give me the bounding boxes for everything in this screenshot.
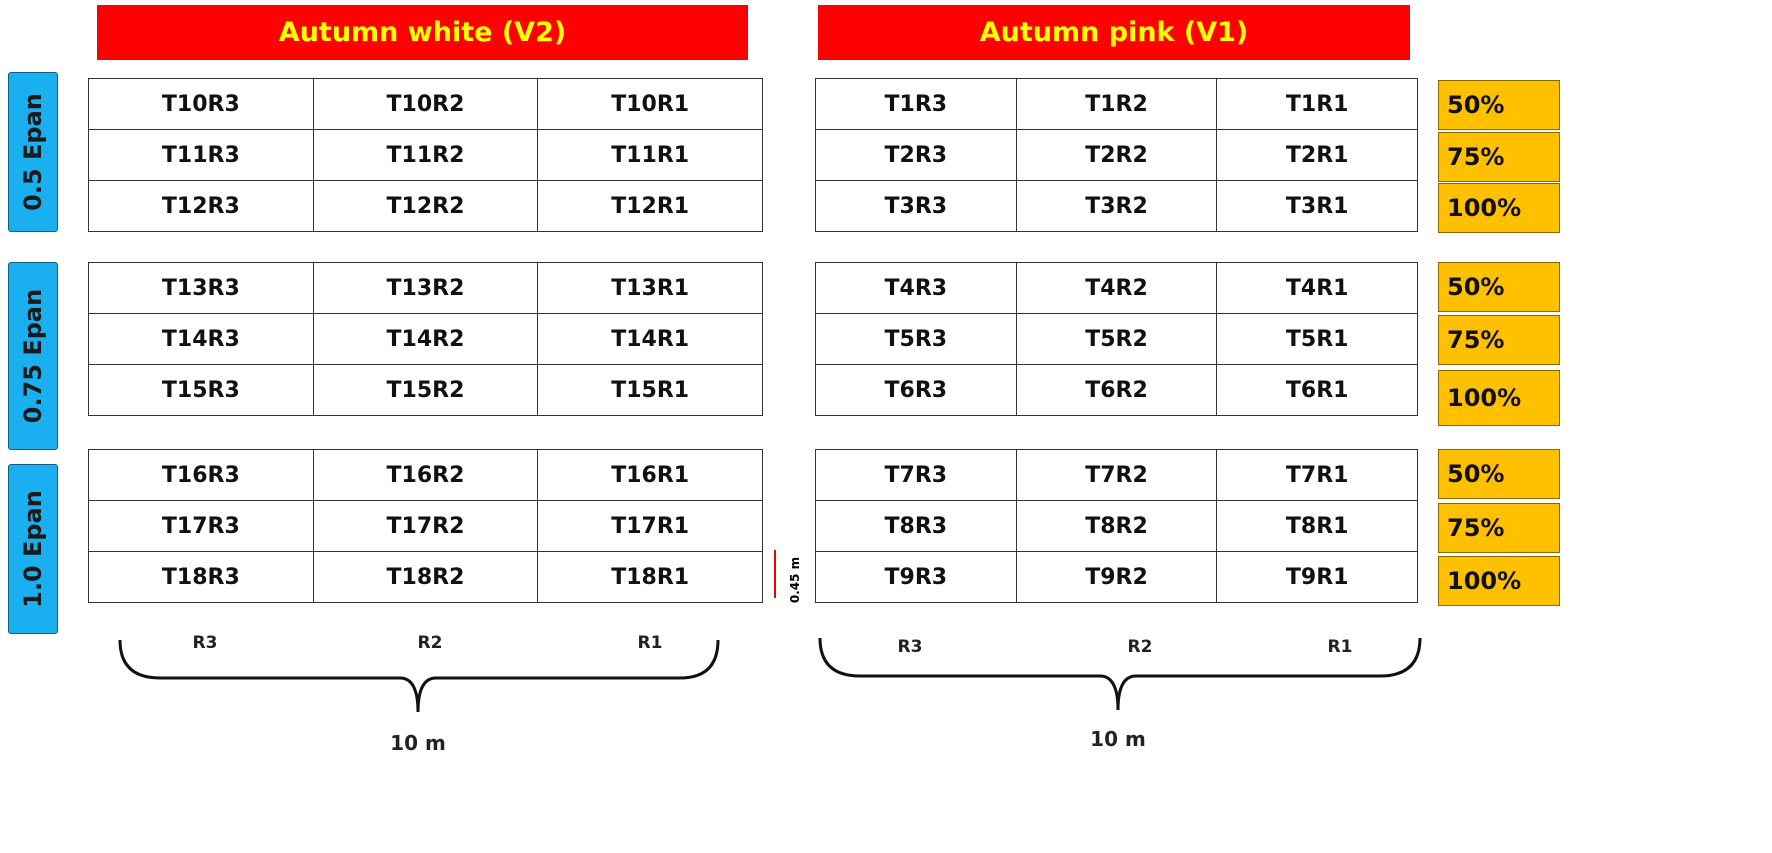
irrigation-level: 50%: [1438, 80, 1560, 130]
plot-cell: T7R3: [815, 449, 1017, 501]
replication-label: R2: [417, 633, 443, 653]
plot-cell: T1R2: [1015, 78, 1218, 130]
bracket: [118, 639, 720, 713]
plot-cell: T15R3: [88, 364, 314, 416]
plot-cell: T18R1: [537, 551, 763, 603]
plot-cell: T14R1: [537, 313, 763, 365]
plot-cell: T2R2: [1015, 129, 1218, 181]
plot-cell: T6R3: [815, 364, 1017, 416]
replication-label: R2: [1127, 637, 1153, 657]
plot-cell: T6R1: [1216, 364, 1418, 416]
plot-cell: T8R2: [1015, 500, 1218, 552]
replication-label: R1: [637, 633, 663, 653]
plot-cell: T8R1: [1216, 500, 1418, 552]
plot-cell: T17R1: [537, 500, 763, 552]
plot-cell: T17R3: [88, 500, 314, 552]
plot-cell: T13R3: [88, 262, 314, 314]
plot-cell: T11R1: [537, 129, 763, 181]
plot-cell: T4R2: [1015, 262, 1218, 314]
irrigation-level: 100%: [1438, 370, 1560, 426]
variety-header: Autumn pink (V1): [818, 5, 1410, 60]
plot-cell: T9R2: [1015, 551, 1218, 603]
plot-cell: T2R3: [815, 129, 1017, 181]
plot-cell: T16R3: [88, 449, 314, 501]
plot-cell: T10R2: [312, 78, 539, 130]
plot-cell: T10R1: [537, 78, 763, 130]
plot-cell: T5R2: [1015, 313, 1218, 365]
epan-label: 0.5 Epan: [19, 93, 48, 211]
irrigation-level: 50%: [1438, 262, 1560, 312]
plot-cell: T18R3: [88, 551, 314, 603]
irrigation-level: 100%: [1438, 183, 1560, 233]
plot-cell: T1R3: [815, 78, 1017, 130]
plot-cell: T12R3: [88, 180, 314, 232]
replication-label: R1: [1327, 637, 1353, 657]
plot-cell: T10R3: [88, 78, 314, 130]
plot-cell: T9R1: [1216, 551, 1418, 603]
epan-box: 0.5 Epan: [8, 72, 58, 232]
plot-cell: T12R2: [312, 180, 539, 232]
irrigation-level: 75%: [1438, 315, 1560, 365]
irrigation-level: 50%: [1438, 449, 1560, 499]
replication-label: R3: [192, 633, 218, 653]
plot-cell: T18R2: [312, 551, 539, 603]
plot-cell: T7R1: [1216, 449, 1418, 501]
plot-cell: T8R3: [815, 500, 1017, 552]
plot-cell: T5R3: [815, 313, 1017, 365]
plot-cell: T13R2: [312, 262, 539, 314]
width-label: 10 m: [1090, 727, 1146, 751]
width-label: 10 m: [390, 731, 446, 755]
irrigation-level: 100%: [1438, 556, 1560, 606]
epan-box: 0.75 Epan: [8, 262, 58, 450]
row-width-label: 0.45 m: [788, 556, 803, 604]
plot-cell: T1R1: [1216, 78, 1418, 130]
irrigation-level: 75%: [1438, 503, 1560, 553]
variety-header: Autumn white (V2): [97, 5, 748, 60]
plot-cell: T3R3: [815, 180, 1017, 232]
plot-cell: T4R3: [815, 262, 1017, 314]
plot-cell: T9R3: [815, 551, 1017, 603]
plot-cell: T12R1: [537, 180, 763, 232]
plot-cell: T15R2: [312, 364, 539, 416]
bracket: [818, 637, 1422, 711]
irrigation-level: 75%: [1438, 132, 1560, 182]
plot-cell: T4R1: [1216, 262, 1418, 314]
replication-label: R3: [897, 637, 923, 657]
plot-cell: T6R2: [1015, 364, 1218, 416]
plot-cell: T3R2: [1015, 180, 1218, 232]
plot-cell: T3R1: [1216, 180, 1418, 232]
plot-cell: T15R1: [537, 364, 763, 416]
plot-cell: T2R1: [1216, 129, 1418, 181]
row-width: 0.45 m: [775, 556, 815, 604]
epan-label: 1.0 Epan: [19, 490, 48, 608]
plot-cell: T11R2: [312, 129, 539, 181]
plot-cell: T11R3: [88, 129, 314, 181]
plot-cell: T13R1: [537, 262, 763, 314]
plot-cell: T14R2: [312, 313, 539, 365]
plot-cell: T17R2: [312, 500, 539, 552]
plot-cell: T14R3: [88, 313, 314, 365]
plot-cell: T7R2: [1015, 449, 1218, 501]
plot-cell: T16R2: [312, 449, 539, 501]
plot-cell: T16R1: [537, 449, 763, 501]
epan-label: 0.75 Epan: [19, 288, 47, 424]
plot-cell: T5R1: [1216, 313, 1418, 365]
epan-box: 1.0 Epan: [8, 464, 58, 634]
